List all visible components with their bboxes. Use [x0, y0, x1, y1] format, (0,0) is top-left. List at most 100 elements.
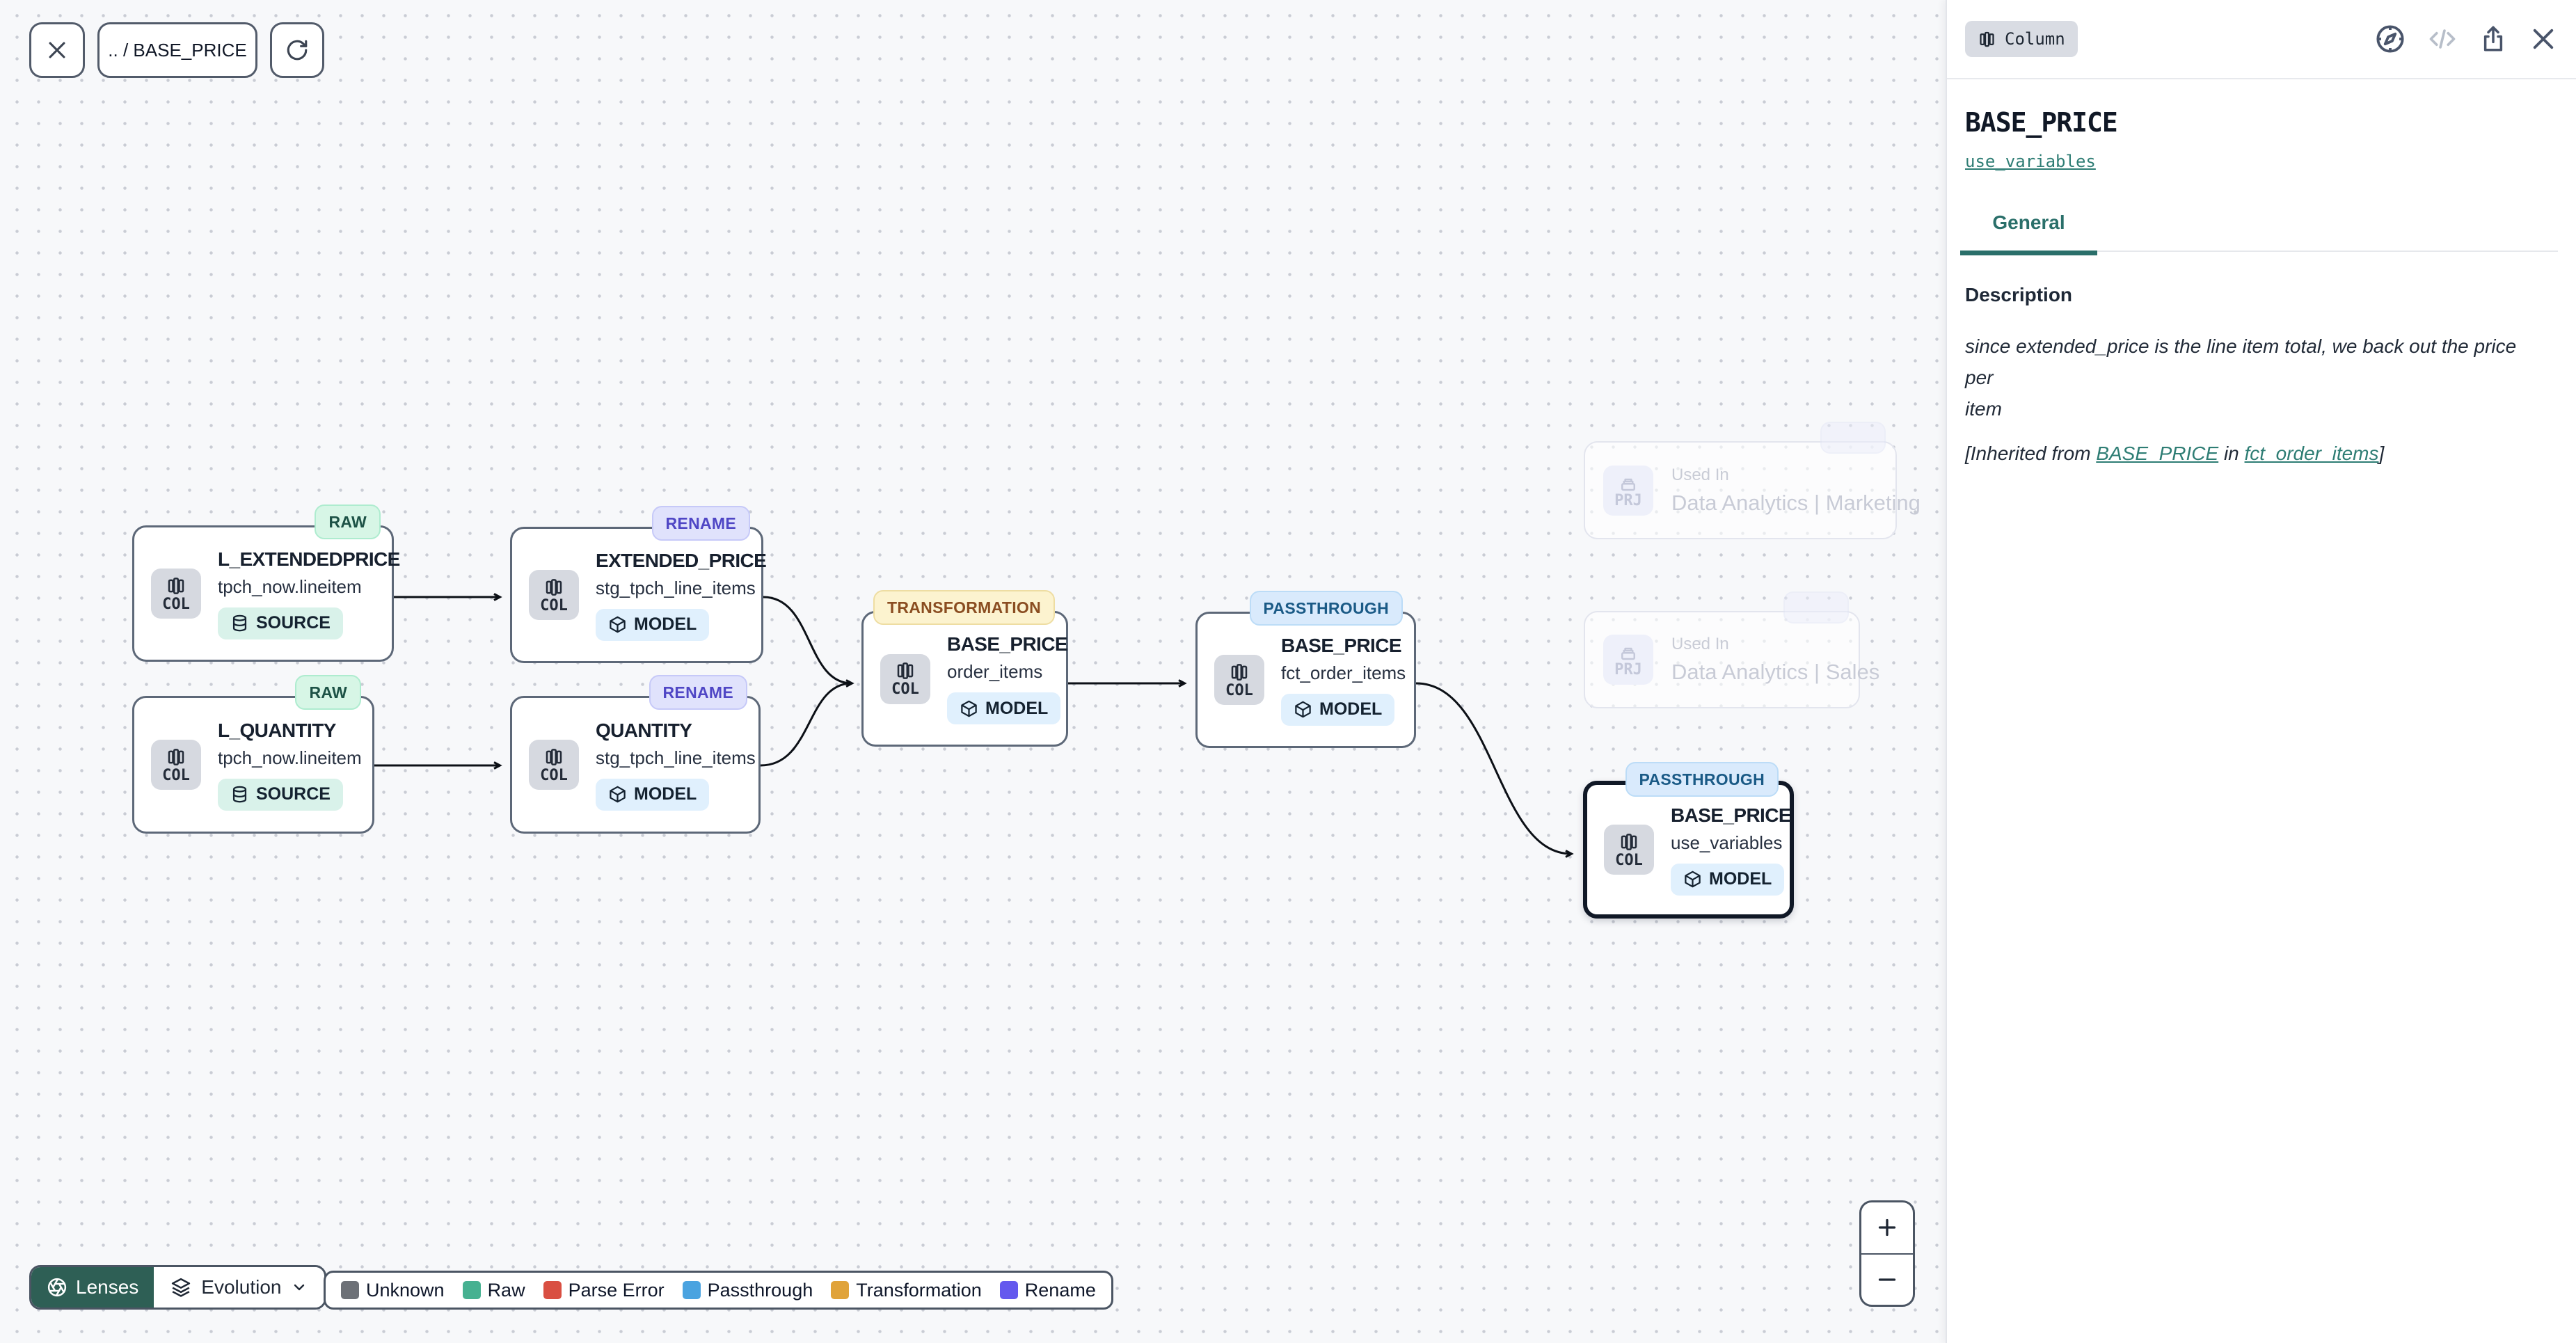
- legend-item-passthrough: Passthrough: [682, 1280, 813, 1301]
- legend-item-transformation: Transformation: [831, 1280, 982, 1301]
- layers-icon: [170, 1277, 191, 1298]
- evolution-badge: TRANSFORMATION: [873, 590, 1055, 625]
- description-inherited: [Inherited from BASE_PRICE in fct_order_…: [1965, 443, 2385, 465]
- ghost-used-in-label: Used In: [1671, 465, 1729, 484]
- ghost-badge: [1783, 591, 1849, 623]
- plus-icon: [1875, 1215, 1900, 1240]
- panel-tabs: General: [1960, 212, 2558, 255]
- node-subtitle: order_items: [947, 661, 1043, 682]
- zoom-in-button[interactable]: [1861, 1202, 1913, 1255]
- description-label: Description: [1965, 284, 2073, 305]
- entity-type-chip: Column: [1965, 21, 2078, 57]
- node-base-price-fct-order-items[interactable]: PASSTHROUGH COL BASE_PRICE fct_order_ite…: [1195, 591, 1416, 748]
- compass-icon: [2374, 23, 2406, 55]
- ghost-badge: [1820, 422, 1886, 454]
- minus-icon: [1875, 1267, 1900, 1292]
- lineage-edges: [374, 593, 1574, 858]
- locate-in-graph-button[interactable]: [2374, 23, 2406, 55]
- node-title: L_EXTENDEDPRICE: [218, 548, 400, 570]
- column-icon-tile: COL: [529, 740, 579, 790]
- aperture-icon: [47, 1277, 67, 1298]
- ghost-used-in-label: Used In: [1671, 635, 1729, 653]
- evolution-badge: PASSTHROUGH: [1625, 762, 1779, 797]
- node-subtitle: use_variables: [1671, 832, 1783, 853]
- legend-swatch: [462, 1281, 481, 1299]
- ghost-title: Data Analytics | Sales: [1671, 660, 1880, 684]
- tab-general[interactable]: General: [1960, 212, 2097, 255]
- source-pill: SOURCE: [218, 778, 343, 811]
- zoom-out-button[interactable]: [1861, 1255, 1913, 1305]
- lineage-canvas[interactable]: .. / BASE_PRICE PRJ Used In Data Analyti…: [0, 0, 1946, 1343]
- panel-header: Column: [1947, 0, 2576, 79]
- inherited-column-link[interactable]: BASE_PRICE: [2096, 443, 2219, 465]
- chevron-down-icon: [291, 1279, 308, 1296]
- column-icon-tile: COL: [151, 740, 201, 790]
- evolution-legend: Unknown Raw Parse Error Passthrough Tran…: [324, 1271, 1113, 1310]
- node-subtitle: tpch_now.lineitem: [218, 575, 362, 597]
- project-icon: PRJ: [1603, 465, 1653, 516]
- project-icon: PRJ: [1603, 635, 1653, 685]
- breadcrumb[interactable]: .. / BASE_PRICE: [97, 22, 257, 78]
- legend-swatch: [999, 1281, 1018, 1299]
- evolution-badge: RENAME: [651, 506, 750, 541]
- column-icon-tile: COL: [529, 570, 579, 620]
- evolution-badge: RAW: [295, 675, 361, 710]
- evolution-badge: PASSTHROUGH: [1249, 591, 1403, 626]
- model-pill: MODEL: [947, 692, 1061, 724]
- cube-icon: [608, 615, 627, 634]
- ghost-node-marketing: PRJ Used In Data Analytics | Marketing: [1584, 422, 1921, 539]
- legend-swatch: [682, 1281, 701, 1299]
- inherited-model-link[interactable]: fct_order_items: [2244, 443, 2379, 465]
- columns-icon: [1978, 30, 1996, 49]
- database-icon: [230, 614, 249, 633]
- share-icon: [2479, 24, 2508, 54]
- legend-item-unknown: Unknown: [341, 1280, 445, 1301]
- lens-selector-dropdown[interactable]: Evolution: [154, 1267, 325, 1308]
- node-title: L_QUANTITY: [218, 719, 336, 741]
- share-button[interactable]: [2479, 24, 2508, 54]
- column-icon-tile: COL: [880, 653, 930, 704]
- node-subtitle: fct_order_items: [1281, 662, 1406, 683]
- node-extended-price[interactable]: RENAME COL EXTENDED_PRICE stg_tpch_line_…: [510, 506, 767, 663]
- column-icon-tile: COL: [151, 569, 201, 619]
- node-subtitle: tpch_now.lineitem: [218, 747, 362, 768]
- close-icon: [2529, 24, 2558, 54]
- column-icon-tile: COL: [1214, 655, 1264, 705]
- node-title: BASE_PRICE: [1281, 634, 1402, 656]
- cube-icon: [1683, 870, 1702, 889]
- node-title: BASE_PRICE: [947, 633, 1068, 655]
- node-base-price-order-items[interactable]: TRANSFORMATION COL BASE_PRICE order_item…: [861, 590, 1068, 747]
- details-panel: Column BASE_PRICE use_variables General …: [1946, 0, 2576, 1343]
- refresh-button[interactable]: [270, 22, 324, 78]
- view-code-button[interactable]: [2427, 24, 2458, 54]
- legend-item-rename: Rename: [999, 1280, 1096, 1301]
- panel-title: BASE_PRICE: [1965, 107, 2118, 138]
- ghost-node-sales: PRJ Used In Data Analytics | Sales: [1584, 591, 1879, 708]
- model-link[interactable]: use_variables: [1965, 152, 2096, 171]
- legend-swatch: [341, 1281, 359, 1299]
- close-panel-button[interactable]: [2529, 24, 2558, 54]
- zoom-controls: [1859, 1200, 1915, 1307]
- lenses-control: Lenses Evolution: [29, 1265, 327, 1310]
- cube-icon: [960, 699, 978, 718]
- node-title: BASE_PRICE: [1671, 804, 1792, 826]
- lenses-button[interactable]: Lenses: [31, 1267, 154, 1308]
- node-l-quantity[interactable]: RAW COL L_QUANTITY tpch_now.lineitem SOU…: [132, 675, 374, 834]
- legend-swatch: [831, 1281, 850, 1299]
- cube-icon: [608, 785, 627, 804]
- node-title: EXTENDED_PRICE: [596, 549, 767, 571]
- node-l-extendedprice[interactable]: RAW COL L_EXTENDEDPRICE tpch_now.lineite…: [132, 504, 400, 662]
- legend-swatch: [543, 1281, 562, 1299]
- evolution-badge: RENAME: [649, 675, 747, 710]
- model-pill: MODEL: [596, 608, 710, 641]
- node-title: QUANTITY: [596, 719, 692, 741]
- column-icon-tile: COL: [1604, 825, 1654, 875]
- legend-item-parse-error: Parse Error: [543, 1280, 665, 1301]
- legend-item-raw: Raw: [462, 1280, 525, 1301]
- node-subtitle: stg_tpch_line_items: [596, 577, 756, 598]
- code-icon: [2427, 24, 2458, 54]
- close-lineage-button[interactable]: [29, 22, 85, 78]
- node-quantity[interactable]: RENAME COL QUANTITY stg_tpch_line_items …: [510, 675, 761, 834]
- node-base-price-use-variables-selected[interactable]: PASSTHROUGH COL BASE_PRICE use_variables…: [1583, 762, 1794, 919]
- source-pill: SOURCE: [218, 607, 343, 639]
